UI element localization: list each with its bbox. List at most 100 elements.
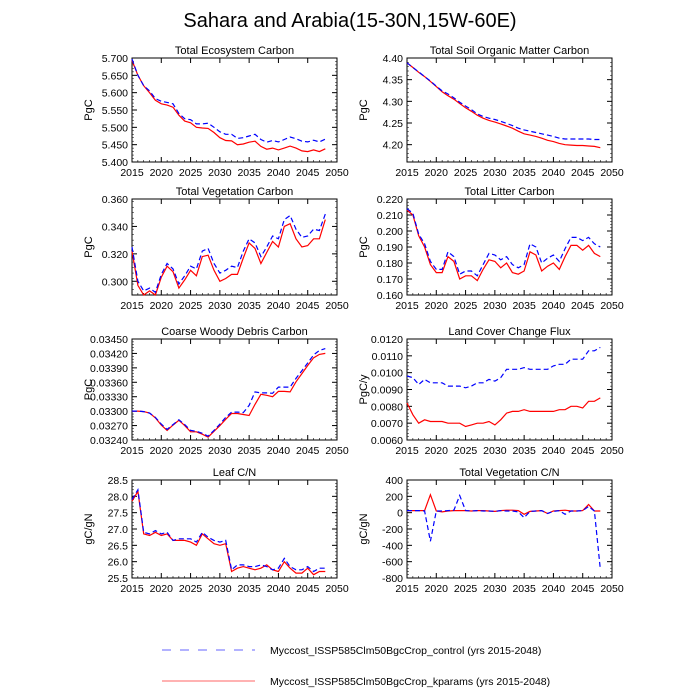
series-kparams-line — [131, 219, 326, 296]
series-control-line — [131, 488, 326, 573]
panel-total-soil-organic-matter-carbon: Total Soil Organic Matter Carbon PgC 2015 2… — [358, 45, 624, 179]
y-tick-label: 0.0070 — [371, 418, 403, 430]
x-tick-label: 2025 — [179, 300, 203, 312]
x-tick-label: 2025 — [454, 445, 478, 457]
x-tick-label: 2015 — [395, 300, 419, 312]
x-tick-label: 2020 — [425, 583, 449, 595]
x-tick-label: 2025 — [454, 167, 478, 179]
y-tick-label: 0.360 — [102, 194, 128, 206]
y-tick-label: 5.500 — [102, 122, 128, 134]
x-tick-label: 2035 — [237, 445, 261, 457]
y-tick-label: 0.03330 — [90, 392, 128, 404]
y-tick-label: 400 — [385, 475, 403, 487]
plot-frame — [406, 57, 613, 163]
y-tick-label: 5.550 — [102, 105, 128, 117]
y-tick-label: 0.0090 — [371, 385, 403, 397]
figure-title: Sahara and Arabia(15-30N,15W-60E) — [183, 10, 517, 32]
x-tick-label: 2040 — [542, 300, 566, 312]
plot-frame — [131, 57, 338, 163]
series-control-line — [131, 58, 326, 143]
x-tick-label: 2045 — [296, 300, 320, 312]
panel-land-cover-change-flux: Land Cover Change Flux PgC/y 2015 2020 2025 2… — [358, 326, 624, 457]
series-kparams-line — [406, 62, 601, 149]
y-tick-label: 0.03450 — [90, 334, 128, 346]
x-tick-label: 2035 — [237, 167, 261, 179]
y-tick-label: 28.0 — [108, 491, 129, 503]
x-tick-label: 2030 — [483, 300, 507, 312]
y-tick-label: 4.40 — [383, 53, 404, 65]
x-tick-label: 2025 — [179, 167, 203, 179]
y-tick-label: 4.35 — [383, 75, 404, 87]
x-tick-label: 2025 — [179, 445, 203, 457]
y-tick-label: 0.210 — [377, 210, 403, 222]
x-tick-label: 2050 — [325, 300, 349, 312]
panel-title: Total Litter Carbon — [465, 186, 555, 198]
y-tick-label: 4.25 — [383, 118, 404, 130]
x-tick-label: 2040 — [542, 583, 566, 595]
y-tick-label: 0.03390 — [90, 363, 128, 375]
x-tick-label: 2025 — [179, 583, 203, 595]
series-kparams-line — [132, 352, 326, 438]
y-tick-label: 5.450 — [102, 140, 128, 152]
y-tick-label: 4.30 — [383, 96, 404, 108]
panel-title: Leaf C/N — [213, 467, 256, 479]
legend-label: Myccost_ISSP585Clm50BgcCrop_kparams (yrs… — [270, 676, 550, 688]
legend: Myccost_ISSP585Clm50BgcCrop_control (yrs… — [162, 645, 550, 688]
panel-total-vegetation-carbon: Total Vegetation Carbon PgC 2015 2020 2025 20… — [83, 186, 349, 312]
y-tick-label: 0.170 — [377, 274, 403, 286]
y-tick-label: -600 — [382, 557, 403, 569]
x-tick-label: 2015 — [395, 445, 419, 457]
x-tick-label: 2020 — [425, 167, 449, 179]
panel-coarse-woody-debris-carbon: Coarse Woody Debris Carbon PgC 2015 2020 202… — [83, 326, 349, 457]
x-tick-label: 2020 — [150, 445, 174, 457]
x-tick-label: 2030 — [208, 167, 232, 179]
y-tick-label: 5.700 — [102, 53, 128, 65]
y-tick-label: 200 — [385, 491, 403, 503]
y-tick-label: 27.0 — [108, 524, 129, 536]
series-control-line — [406, 346, 601, 389]
x-tick-label: 2045 — [571, 583, 595, 595]
x-tick-label: 2020 — [425, 300, 449, 312]
x-tick-label: 2045 — [296, 167, 320, 179]
x-tick-label: 2020 — [150, 167, 174, 179]
y-tick-label: 0.03360 — [90, 377, 128, 389]
panel-total-ecosystem-carbon: Total Ecosystem Carbon PgC 2015 2020 2025 203… — [83, 45, 349, 179]
x-tick-label: 2050 — [600, 445, 624, 457]
panel-leaf-c-n: Leaf C/N gC/gN 2015 2020 2025 2030 2035 2040 204… — [83, 467, 349, 595]
y-tick-label: 0.300 — [102, 276, 128, 288]
x-tick-label: 2035 — [237, 300, 261, 312]
panel-total-vegetation-c-n: Total Vegetation C/N gC/gN 2015 2020 2025 203… — [358, 467, 624, 595]
y-tick-label: 0.160 — [377, 290, 403, 302]
x-tick-label: 2020 — [150, 583, 174, 595]
series-control-line — [406, 62, 601, 141]
y-tick-label: 26.0 — [108, 557, 129, 569]
panel-title: Total Vegetation Carbon — [176, 186, 293, 198]
y-axis-label: PgC/y — [358, 374, 370, 404]
x-tick-label: 2025 — [454, 583, 478, 595]
y-tick-label: 0.180 — [377, 258, 403, 270]
panel-title: Land Cover Change Flux — [448, 326, 571, 338]
series-control-line — [132, 348, 326, 437]
x-tick-label: 2015 — [120, 445, 144, 457]
y-axis-label: PgC — [83, 99, 95, 120]
x-tick-label: 2030 — [483, 583, 507, 595]
x-tick-label: 2020 — [150, 300, 174, 312]
x-tick-label: 2015 — [395, 583, 419, 595]
y-tick-label: 0 — [397, 508, 403, 520]
series-control-line — [406, 208, 601, 277]
x-tick-label: 2050 — [600, 583, 624, 595]
panel-title: Coarse Woody Debris Carbon — [161, 326, 308, 338]
plot-frame — [406, 338, 613, 441]
y-tick-label: 5.600 — [102, 88, 128, 100]
series-control-line — [407, 493, 601, 570]
x-tick-label: 2015 — [120, 167, 144, 179]
x-tick-label: 2050 — [325, 445, 349, 457]
x-tick-label: 2025 — [454, 300, 478, 312]
legend-label: Myccost_ISSP585Clm50BgcCrop_control (yrs… — [270, 645, 541, 657]
y-axis-label: PgC — [358, 99, 370, 120]
plot-frame — [131, 479, 338, 579]
x-tick-label: 2045 — [571, 445, 595, 457]
x-tick-label: 2040 — [267, 445, 291, 457]
x-tick-label: 2040 — [542, 167, 566, 179]
